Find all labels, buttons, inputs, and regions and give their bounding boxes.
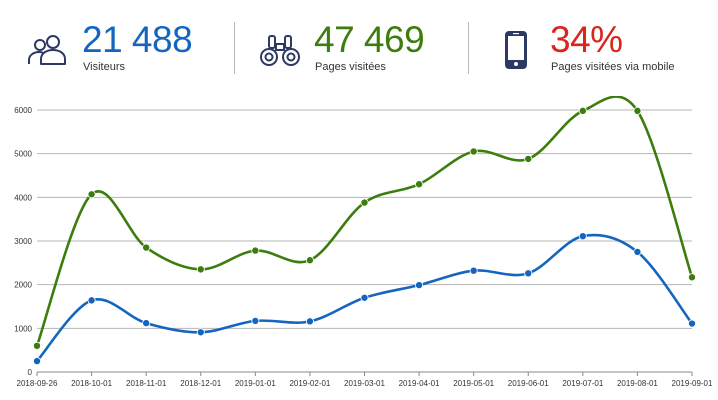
pages-value: 47 469 bbox=[314, 19, 425, 60]
data-point bbox=[578, 232, 587, 241]
y-tick-label: 5000 bbox=[14, 150, 32, 159]
data-point bbox=[360, 293, 369, 302]
kpi-header: 21 488 Visiteurs 47 469 Pages visitées bbox=[0, 0, 718, 90]
visitors-value: 21 488 bbox=[82, 19, 193, 60]
kpi-visitors: 21 488 Visiteurs bbox=[26, 14, 226, 78]
x-tick-label: 2019-09-01 bbox=[672, 379, 713, 388]
kpi-divider bbox=[468, 22, 469, 74]
data-point bbox=[524, 154, 533, 163]
y-tick-label: 6000 bbox=[14, 106, 32, 115]
x-tick-label: 2019-02-01 bbox=[289, 379, 330, 388]
kpi-divider bbox=[234, 22, 235, 74]
x-tick-label: 2019-08-01 bbox=[617, 379, 658, 388]
data-point bbox=[251, 246, 260, 255]
data-point bbox=[415, 180, 424, 189]
kpi-mobile: 34% Pages visitées via mobile bbox=[494, 14, 704, 78]
y-tick-label: 0 bbox=[28, 368, 33, 377]
data-point bbox=[688, 273, 697, 282]
users-icon bbox=[28, 35, 66, 65]
data-point bbox=[415, 281, 424, 290]
data-point bbox=[196, 328, 205, 337]
data-point bbox=[142, 243, 151, 252]
visitors-label: Visiteurs bbox=[83, 61, 125, 73]
smartphone-icon bbox=[505, 31, 527, 69]
data-point bbox=[33, 341, 42, 350]
mobile-value: 34% bbox=[550, 19, 623, 60]
line-chart: 0 1000 2000 3000 4000 5000 6000 2018-09-26 2018-… bbox=[14, 96, 713, 388]
x-tick-label: 2018-12-01 bbox=[180, 379, 221, 388]
x-tick-label: 2019-05-01 bbox=[453, 379, 494, 388]
data-point bbox=[469, 266, 478, 275]
mobile-label: Pages visitées via mobile bbox=[551, 61, 675, 73]
x-tick-label: 2019-06-01 bbox=[508, 379, 549, 388]
y-tick-label: 4000 bbox=[14, 193, 32, 202]
x-tick-label: 2019-01-01 bbox=[235, 379, 276, 388]
data-point bbox=[142, 319, 151, 328]
x-tick-label: 2019-07-01 bbox=[562, 379, 603, 388]
data-point bbox=[251, 316, 260, 325]
y-tick-label: 3000 bbox=[14, 237, 32, 246]
x-tick-label: 2018-11-01 bbox=[126, 379, 167, 388]
data-point bbox=[469, 147, 478, 156]
data-point bbox=[305, 317, 314, 326]
data-point bbox=[633, 106, 642, 115]
x-tick-label: 2019-04-01 bbox=[399, 379, 440, 388]
y-tick-label: 2000 bbox=[14, 281, 32, 290]
data-point bbox=[305, 256, 314, 265]
data-point bbox=[196, 265, 205, 274]
y-tick-label: 1000 bbox=[14, 324, 32, 333]
x-tick-label: 2018-10-01 bbox=[71, 379, 112, 388]
x-tick-label: 2018-09-26 bbox=[17, 379, 58, 388]
x-tick-label: 2019-03-01 bbox=[344, 379, 385, 388]
series-line-1 bbox=[35, 96, 694, 348]
data-point bbox=[33, 357, 42, 366]
data-point bbox=[633, 247, 642, 256]
data-point bbox=[578, 106, 587, 115]
data-point bbox=[360, 198, 369, 207]
kpi-pages: 47 469 Pages visitées bbox=[258, 14, 458, 78]
pages-label: Pages visitées bbox=[315, 61, 386, 73]
data-point bbox=[87, 190, 96, 199]
data-point bbox=[688, 319, 697, 328]
data-point bbox=[87, 296, 96, 305]
data-point bbox=[524, 269, 533, 278]
binoculars-icon bbox=[260, 35, 300, 66]
